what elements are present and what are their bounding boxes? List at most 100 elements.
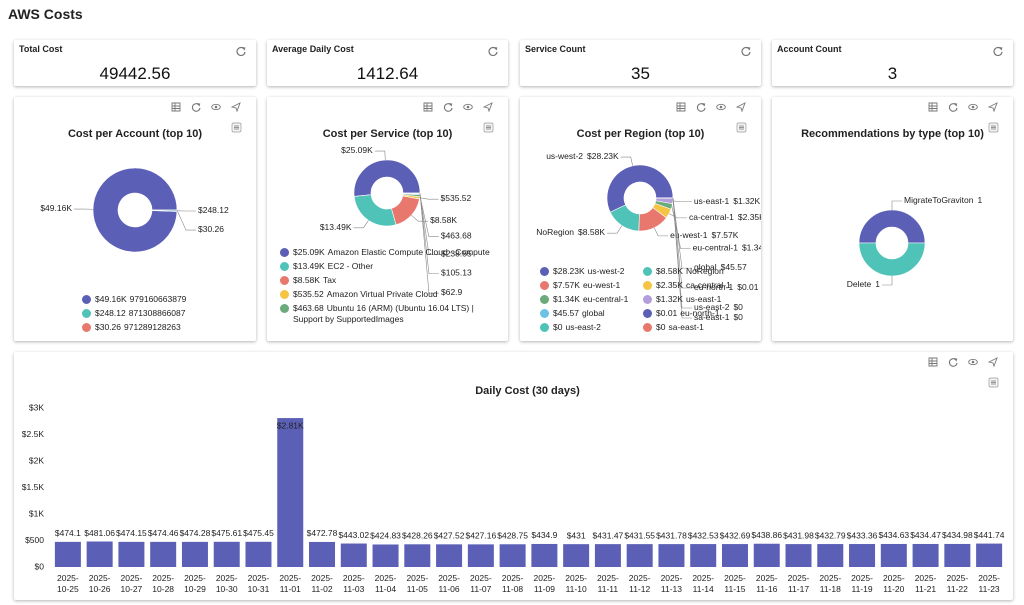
menu-icon[interactable] xyxy=(988,377,999,388)
icon-shape xyxy=(486,125,491,130)
menu-icon[interactable] xyxy=(736,122,747,133)
legend-item[interactable]: $45.57 global xyxy=(540,308,643,319)
bar[interactable] xyxy=(912,543,939,567)
refresh-icon[interactable] xyxy=(948,358,958,367)
y-tick-label: $0 xyxy=(35,561,45,571)
data-label: $428.26 xyxy=(402,531,433,541)
view-icon[interactable] xyxy=(716,103,726,111)
callout-category: eu-central-1 xyxy=(693,243,739,253)
bar[interactable] xyxy=(372,544,399,567)
view-icon[interactable] xyxy=(463,103,473,111)
bar[interactable] xyxy=(849,544,876,567)
view-icon[interactable] xyxy=(211,103,221,111)
menu-icon[interactable] xyxy=(483,122,494,133)
legend-item[interactable]: $1.32K us-east-1 xyxy=(643,294,743,305)
share-icon[interactable] xyxy=(482,102,493,113)
refresh-icon[interactable] xyxy=(236,46,246,56)
legend-item[interactable]: $535.52 Amazon Virtual Private Cloud xyxy=(280,289,502,300)
bar[interactable] xyxy=(277,418,304,567)
bar[interactable] xyxy=(404,544,431,567)
legend-item[interactable]: $49.16K 979160663879 xyxy=(82,294,186,305)
legend-item[interactable]: $30.26 971289128263 xyxy=(82,322,186,333)
view-icon[interactable] xyxy=(968,103,978,111)
refresh-icon[interactable] xyxy=(741,46,751,56)
legend-item[interactable]: $0 us-east-2 xyxy=(540,322,643,333)
share-icon[interactable] xyxy=(987,102,998,113)
y-tick-label: $2K xyxy=(29,455,44,465)
legend-label: NoRegion xyxy=(685,266,724,276)
data-label: $428.75 xyxy=(497,531,528,541)
kpi-card: Account Count 3 xyxy=(772,40,1013,86)
callout-value: $0 xyxy=(733,302,743,312)
bar[interactable] xyxy=(340,543,367,567)
refresh-icon[interactable] xyxy=(993,46,1003,56)
callout-label: $535.52 xyxy=(441,193,472,203)
bar[interactable] xyxy=(658,544,685,567)
bar[interactable] xyxy=(817,544,844,567)
callout-line xyxy=(419,193,439,294)
refresh-icon[interactable] xyxy=(191,103,201,112)
refresh-icon[interactable] xyxy=(443,103,453,112)
bar[interactable] xyxy=(150,541,177,567)
menu-icon[interactable] xyxy=(231,122,242,133)
toolbar xyxy=(928,102,999,133)
bar[interactable] xyxy=(753,543,780,567)
bar[interactable] xyxy=(690,544,717,567)
legend-value: $30.26 xyxy=(95,322,121,332)
table-icon[interactable] xyxy=(928,102,938,112)
legend-item[interactable]: $463.68 Ubuntu 16 (ARM) (Ubuntu 16.04 LTS… xyxy=(280,303,502,325)
menu-icon[interactable] xyxy=(988,122,999,133)
callout-category: NoRegion xyxy=(536,227,574,237)
legend-item[interactable]: $1.34K eu-central-1 xyxy=(540,294,643,305)
refresh-icon[interactable] xyxy=(696,103,706,112)
legend-item[interactable]: $28.23K us-west-2 xyxy=(540,266,643,277)
legend-item[interactable]: $0.01 eu-north-1 xyxy=(643,308,743,319)
table-icon[interactable] xyxy=(928,357,938,367)
bar[interactable] xyxy=(594,544,621,567)
bar[interactable] xyxy=(467,544,494,567)
callout-value: $1.32K xyxy=(733,196,760,206)
bar[interactable] xyxy=(976,543,1003,567)
bar[interactable] xyxy=(436,544,463,567)
icon-shape xyxy=(234,125,239,130)
bar[interactable] xyxy=(721,544,748,567)
share-icon[interactable] xyxy=(987,357,998,368)
legend-label: us-east-2 xyxy=(565,322,601,332)
bar[interactable] xyxy=(118,541,145,567)
bar[interactable] xyxy=(213,541,240,567)
bar[interactable] xyxy=(309,541,336,567)
legend-value: $2.35K xyxy=(656,280,683,290)
bar[interactable] xyxy=(245,541,272,567)
legend-item[interactable]: $8.58K NoRegion xyxy=(643,266,743,277)
legend-text: $8.58K Tax xyxy=(293,275,336,286)
chart-card: Cost per Account (top 10) $49.16K $248.12 $… xyxy=(14,97,256,341)
refresh-icon[interactable] xyxy=(488,46,498,56)
refresh-icon[interactable] xyxy=(948,103,958,112)
bar[interactable] xyxy=(944,543,971,567)
legend-item[interactable]: $0 sa-east-1 xyxy=(643,322,743,333)
bar[interactable] xyxy=(626,544,653,567)
callout-line xyxy=(353,220,369,229)
callout-value: $2.35K xyxy=(738,212,761,222)
bar[interactable] xyxy=(563,544,590,567)
share-icon[interactable] xyxy=(735,102,746,113)
legend-item[interactable]: $2.35K ca-central-1 xyxy=(643,280,743,291)
bar[interactable] xyxy=(54,541,81,567)
kpi-title: Average Daily Cost xyxy=(272,44,354,54)
table-icon[interactable] xyxy=(171,102,181,112)
legend-item[interactable]: $25.09K Amazon Elastic Compute Cloud - Co… xyxy=(280,247,502,258)
bar[interactable] xyxy=(86,541,113,567)
table-icon[interactable] xyxy=(676,102,686,112)
bar[interactable] xyxy=(181,541,208,567)
legend-item[interactable]: $7.57K eu-west-1 xyxy=(540,280,643,291)
share-icon[interactable] xyxy=(230,102,241,113)
bar[interactable] xyxy=(880,543,907,567)
bar[interactable] xyxy=(531,543,558,567)
legend-item[interactable]: $8.58K Tax xyxy=(280,275,502,286)
table-icon[interactable] xyxy=(423,102,433,112)
bar[interactable] xyxy=(499,544,526,567)
view-icon[interactable] xyxy=(968,358,978,366)
legend-item[interactable]: $248.12 871308866087 xyxy=(82,308,186,319)
legend-item[interactable]: $13.49K EC2 - Other xyxy=(280,261,502,272)
bar[interactable] xyxy=(785,544,812,567)
